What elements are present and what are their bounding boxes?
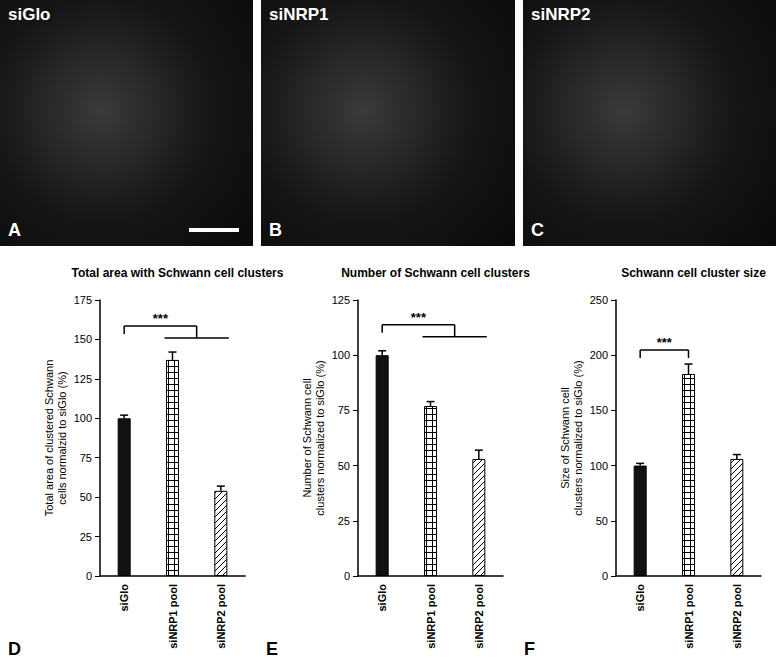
html-text:siNRP1: siNRP1 [269, 5, 329, 24]
svg-text:75: 75 [80, 452, 92, 464]
svg-text:0: 0 [86, 570, 92, 582]
svg-text:E: E [266, 639, 278, 659]
svg-text:25: 25 [338, 515, 350, 527]
svg-text:200: 200 [590, 349, 608, 361]
svg-text:50: 50 [596, 515, 608, 527]
svg-text:175: 175 [74, 294, 92, 306]
svg-text:***: *** [411, 310, 427, 325]
svg-text:siNRP2 pool: siNRP2 pool [473, 584, 485, 649]
svg-text:F: F [524, 639, 535, 659]
html-text:siGlo: siGlo [8, 5, 51, 24]
html-text:B: B [269, 220, 282, 240]
svg-text:Total area of clustered Schwan: Total area of clustered Schwann [43, 360, 55, 517]
svg-text:siNRP1 pool: siNRP1 pool [425, 584, 437, 649]
html-text:A: A [8, 220, 21, 240]
svg-text:siNRP2 pool: siNRP2 pool [215, 584, 227, 649]
svg-text:D: D [8, 639, 21, 659]
svg-text:siNRP2 pool: siNRP2 pool [731, 584, 743, 649]
svg-text:Size of Schwann cell: Size of Schwann cell [559, 387, 571, 489]
svg-text:50: 50 [80, 491, 92, 503]
svg-text:150: 150 [590, 404, 608, 416]
svg-text:50: 50 [338, 460, 350, 472]
svg-text:siGlo: siGlo [376, 584, 388, 612]
svg-text:125: 125 [74, 373, 92, 385]
svg-text:0: 0 [344, 570, 350, 582]
html-text:C: C [531, 220, 544, 240]
svg-text:***: *** [153, 311, 169, 326]
svg-text:250: 250 [590, 294, 608, 306]
svg-text:siNRP1 pool: siNRP1 pool [167, 584, 179, 649]
svg-text:Number of Schwann cell cluster: Number of Schwann cell clusters [341, 266, 530, 280]
svg-text:Total area with Schwann cell c: Total area with Schwann cell clusters [72, 266, 284, 280]
svg-text:0: 0 [602, 570, 608, 582]
svg-text:Schwann cell cluster size: Schwann cell cluster size [621, 266, 766, 280]
svg-text:125: 125 [332, 294, 350, 306]
html-text:siNRP2: siNRP2 [531, 5, 591, 24]
svg-text:siGlo: siGlo [118, 584, 130, 612]
svg-text:75: 75 [338, 404, 350, 416]
svg-text:25: 25 [80, 531, 92, 543]
svg-text:siGlo: siGlo [634, 584, 646, 612]
svg-text:Number of Schwann cell: Number of Schwann cell [301, 378, 313, 497]
svg-text:100: 100 [332, 349, 350, 361]
svg-text:100: 100 [74, 412, 92, 424]
svg-text:clusters normalized to siGlo (: clusters normalized to siGlo (%) [572, 360, 584, 515]
svg-text:cells normalzid to siGlo (%): cells normalzid to siGlo (%) [56, 371, 68, 504]
svg-text:clusters normalized to siGlo (: clusters normalized to siGlo (%) [314, 360, 326, 515]
svg-text:siNRP1 pool: siNRP1 pool [683, 584, 695, 649]
svg-text:150: 150 [74, 333, 92, 345]
svg-text:100: 100 [590, 460, 608, 472]
svg-text:***: *** [657, 335, 673, 350]
